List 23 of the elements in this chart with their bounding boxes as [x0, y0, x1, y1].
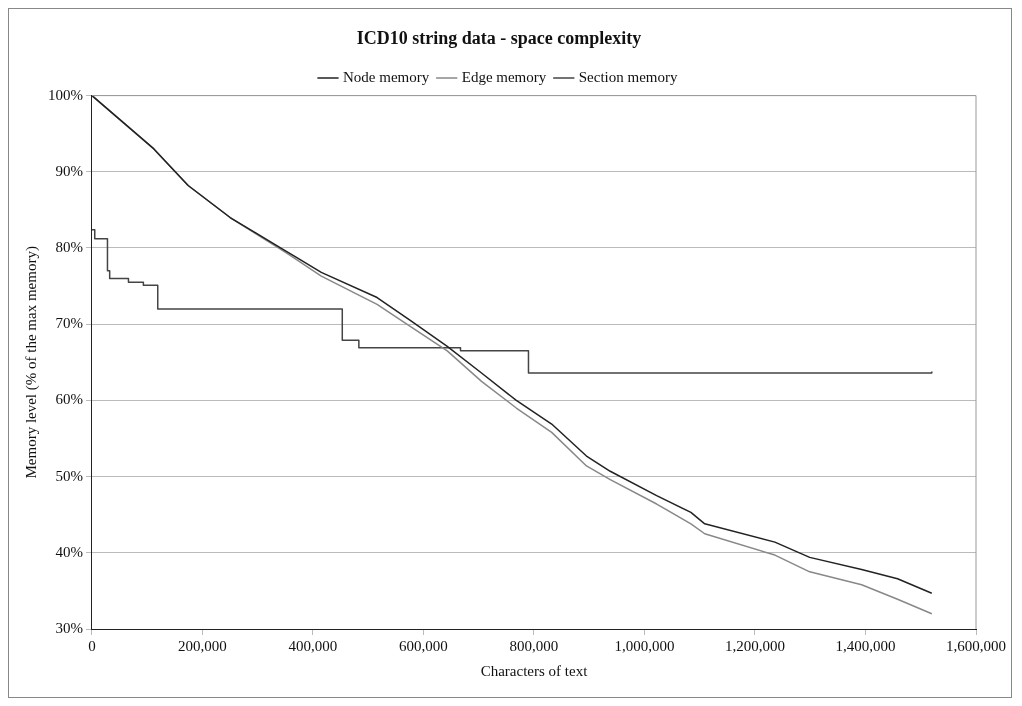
- y-tick-label: 60%: [55, 391, 83, 408]
- y-tick-label: 80%: [55, 238, 83, 255]
- x-tick-label: 400,000: [288, 637, 338, 654]
- x-tick-label: 1,600,000: [946, 637, 1006, 654]
- y-axis-title: Memory level (% of the max memory): [22, 246, 40, 479]
- x-tick-label: 1,400,000: [835, 637, 896, 654]
- y-tick-label: 100%: [48, 86, 83, 103]
- y-tick-label: 70%: [55, 315, 83, 332]
- legend-label: Edge memory: [461, 69, 547, 86]
- x-tick-label: 1,200,000: [725, 637, 785, 654]
- chart-title: ICD10 string data - space complexity: [356, 28, 642, 49]
- y-tick-label: 40%: [55, 543, 83, 560]
- legend-label: Section memory: [578, 69, 679, 86]
- x-tick-label: 600,000: [399, 637, 448, 654]
- legend-label: Node memory: [342, 69, 430, 86]
- y-tick-label: 90%: [55, 162, 83, 179]
- y-tick-label: 50%: [55, 467, 83, 484]
- y-tick-label: 30%: [55, 619, 83, 636]
- x-tick-label: 1,000,000: [614, 637, 675, 654]
- x-tick-label: 800,000: [509, 637, 559, 654]
- x-axis-title: Characters of text: [480, 662, 589, 679]
- x-tick-label: 200,000: [178, 637, 227, 654]
- x-tick-label: 0: [88, 637, 96, 654]
